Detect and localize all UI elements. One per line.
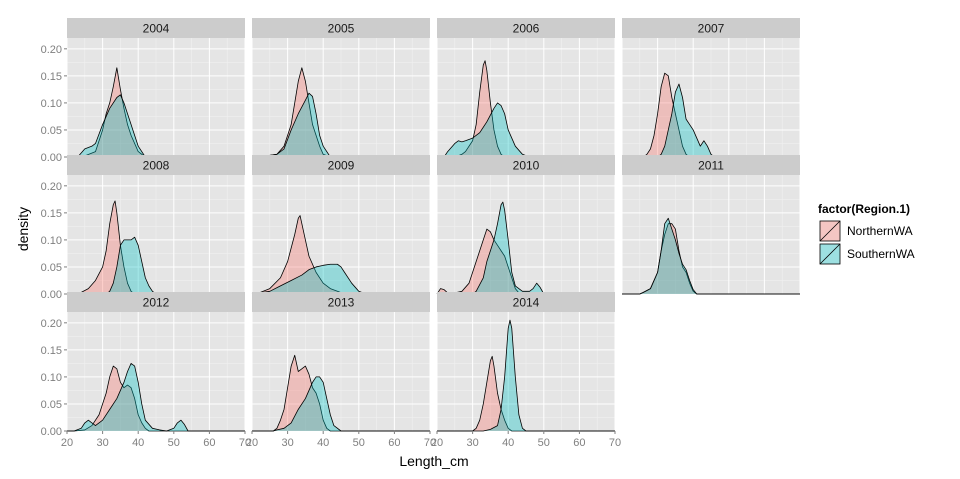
x-tick-label: 60 — [573, 437, 585, 449]
y-tick-label: 0.05 — [41, 262, 62, 274]
strip-label: 2013 — [328, 296, 355, 310]
strip-label: 2007 — [698, 22, 725, 36]
panel-2012: 2012 0.00 0.05 0.10 0.15 0.20 — [41, 292, 246, 438]
strip-label: 2009 — [328, 159, 355, 173]
panel-2008: 2008 0.00 0.05 0.10 0.15 0.20 — [41, 155, 246, 301]
density-area-northernwa — [67, 67, 245, 158]
x-tick-label: 50 — [353, 437, 365, 449]
x-tick-label: 50 — [538, 437, 550, 449]
strip-bg — [622, 18, 800, 38]
x-axis: 20 30 40 50 60 70 — [246, 431, 436, 449]
legend-key-slash — [819, 220, 841, 242]
x-tick-label: 30 — [466, 437, 478, 449]
strip-bg — [437, 18, 615, 38]
strip-bg — [437, 292, 615, 312]
strip-bg — [67, 18, 245, 38]
y-tick-label: 0.15 — [41, 71, 62, 83]
y-tick-label: 0.10 — [41, 372, 62, 384]
x-tick-label: 70 — [424, 437, 436, 449]
x-tick-label: 70 — [239, 437, 251, 449]
legend-label: NorthernWA — [847, 224, 913, 238]
density-area-northernwa — [251, 67, 430, 158]
x-tick-label: 40 — [317, 437, 329, 449]
panel-2010: 2010 — [436, 155, 616, 295]
density-area-southernwa — [67, 236, 245, 295]
panel-2004: 2004 0.00 0.05 0.10 0.15 0.20 — [41, 18, 246, 164]
density-area-southernwa — [437, 319, 615, 432]
strip-label: 2011 — [698, 159, 724, 173]
density-area-southernwa — [251, 92, 430, 158]
density-area-southernwa — [622, 217, 800, 295]
panel-2011: 2011 — [621, 155, 801, 295]
strip-label: 2004 — [143, 22, 170, 36]
x-tick-label: 20 — [246, 437, 258, 449]
panel-2014: 2014 — [436, 292, 616, 432]
y-tick-label: 0.05 — [41, 399, 62, 411]
panel-2013: 2013 — [251, 292, 431, 432]
x-tick-label: 70 — [609, 437, 621, 449]
density-area-southernwa — [67, 362, 245, 432]
x-axis: 20 30 40 50 60 70 — [61, 431, 251, 449]
strip-label: 2006 — [513, 22, 540, 36]
strip-label: 2008 — [143, 159, 170, 173]
x-tick-label: 40 — [502, 437, 514, 449]
x-tick-label: 40 — [132, 437, 144, 449]
density-area-southernwa — [67, 94, 245, 158]
y-tick-label: 0.20 — [41, 44, 62, 56]
y-tick-label: 0.15 — [41, 208, 62, 220]
legend-label: SouthernWA — [847, 247, 915, 261]
legend-key-slash — [819, 243, 841, 265]
strip-label: 2010 — [513, 159, 540, 173]
strip-label: 2005 — [328, 22, 355, 36]
x-tick-label: 20 — [61, 437, 73, 449]
y-tick-label: 0.05 — [41, 125, 62, 137]
density-area-northernwa — [437, 355, 615, 432]
y-axis-title: density — [15, 207, 31, 251]
density-area-northernwa — [251, 215, 430, 295]
strip-bg — [437, 155, 615, 175]
legend: factor(Region.1) NorthernWA SouthernWA — [818, 202, 915, 266]
y-tick-label: 0.10 — [41, 235, 62, 247]
x-tick-label: 50 — [168, 437, 180, 449]
density-area-southernwa — [251, 263, 430, 295]
x-tick-label: 60 — [388, 437, 400, 449]
density-area-northernwa — [437, 60, 615, 158]
y-tick-label: 0.10 — [41, 98, 62, 110]
strip-bg — [67, 155, 245, 175]
strip-label: 2014 — [513, 296, 540, 310]
y-tick-label: 0.00 — [41, 152, 62, 164]
density-area-northernwa — [622, 72, 800, 158]
panel-2007: 2007 — [621, 18, 801, 158]
x-tick-label: 20 — [431, 437, 443, 449]
y-tick-label: 0.20 — [41, 318, 62, 330]
strip-label: 2012 — [143, 296, 170, 310]
strip-bg — [252, 18, 430, 38]
x-tick-label: 60 — [203, 437, 215, 449]
strip-bg — [252, 155, 430, 175]
density-area-southernwa — [252, 376, 430, 432]
strip-bg — [252, 292, 430, 312]
density-area-northernwa — [67, 365, 245, 432]
strip-bg — [67, 292, 245, 312]
legend-title: factor(Region.1) — [818, 202, 910, 216]
panel-2005: 2005 — [251, 18, 431, 158]
y-tick-label: 0.15 — [41, 345, 62, 357]
y-tick-label: 0.00 — [41, 289, 62, 301]
density-area-southernwa — [437, 201, 615, 295]
x-axis-title: Length_cm — [399, 453, 468, 469]
x-tick-label: 30 — [96, 437, 108, 449]
y-tick-label: 0.00 — [41, 426, 62, 438]
panel-2009: 2009 — [251, 155, 431, 295]
density-area-northernwa — [67, 200, 245, 295]
y-tick-label: 0.20 — [41, 181, 62, 193]
x-tick-label: 30 — [281, 437, 293, 449]
strip-bg — [622, 155, 800, 175]
density-area-southernwa — [622, 83, 800, 158]
x-axis: 20 30 40 50 60 70 — [431, 431, 621, 449]
panel-2006: 2006 — [436, 18, 616, 158]
density-area-southernwa — [437, 102, 615, 158]
